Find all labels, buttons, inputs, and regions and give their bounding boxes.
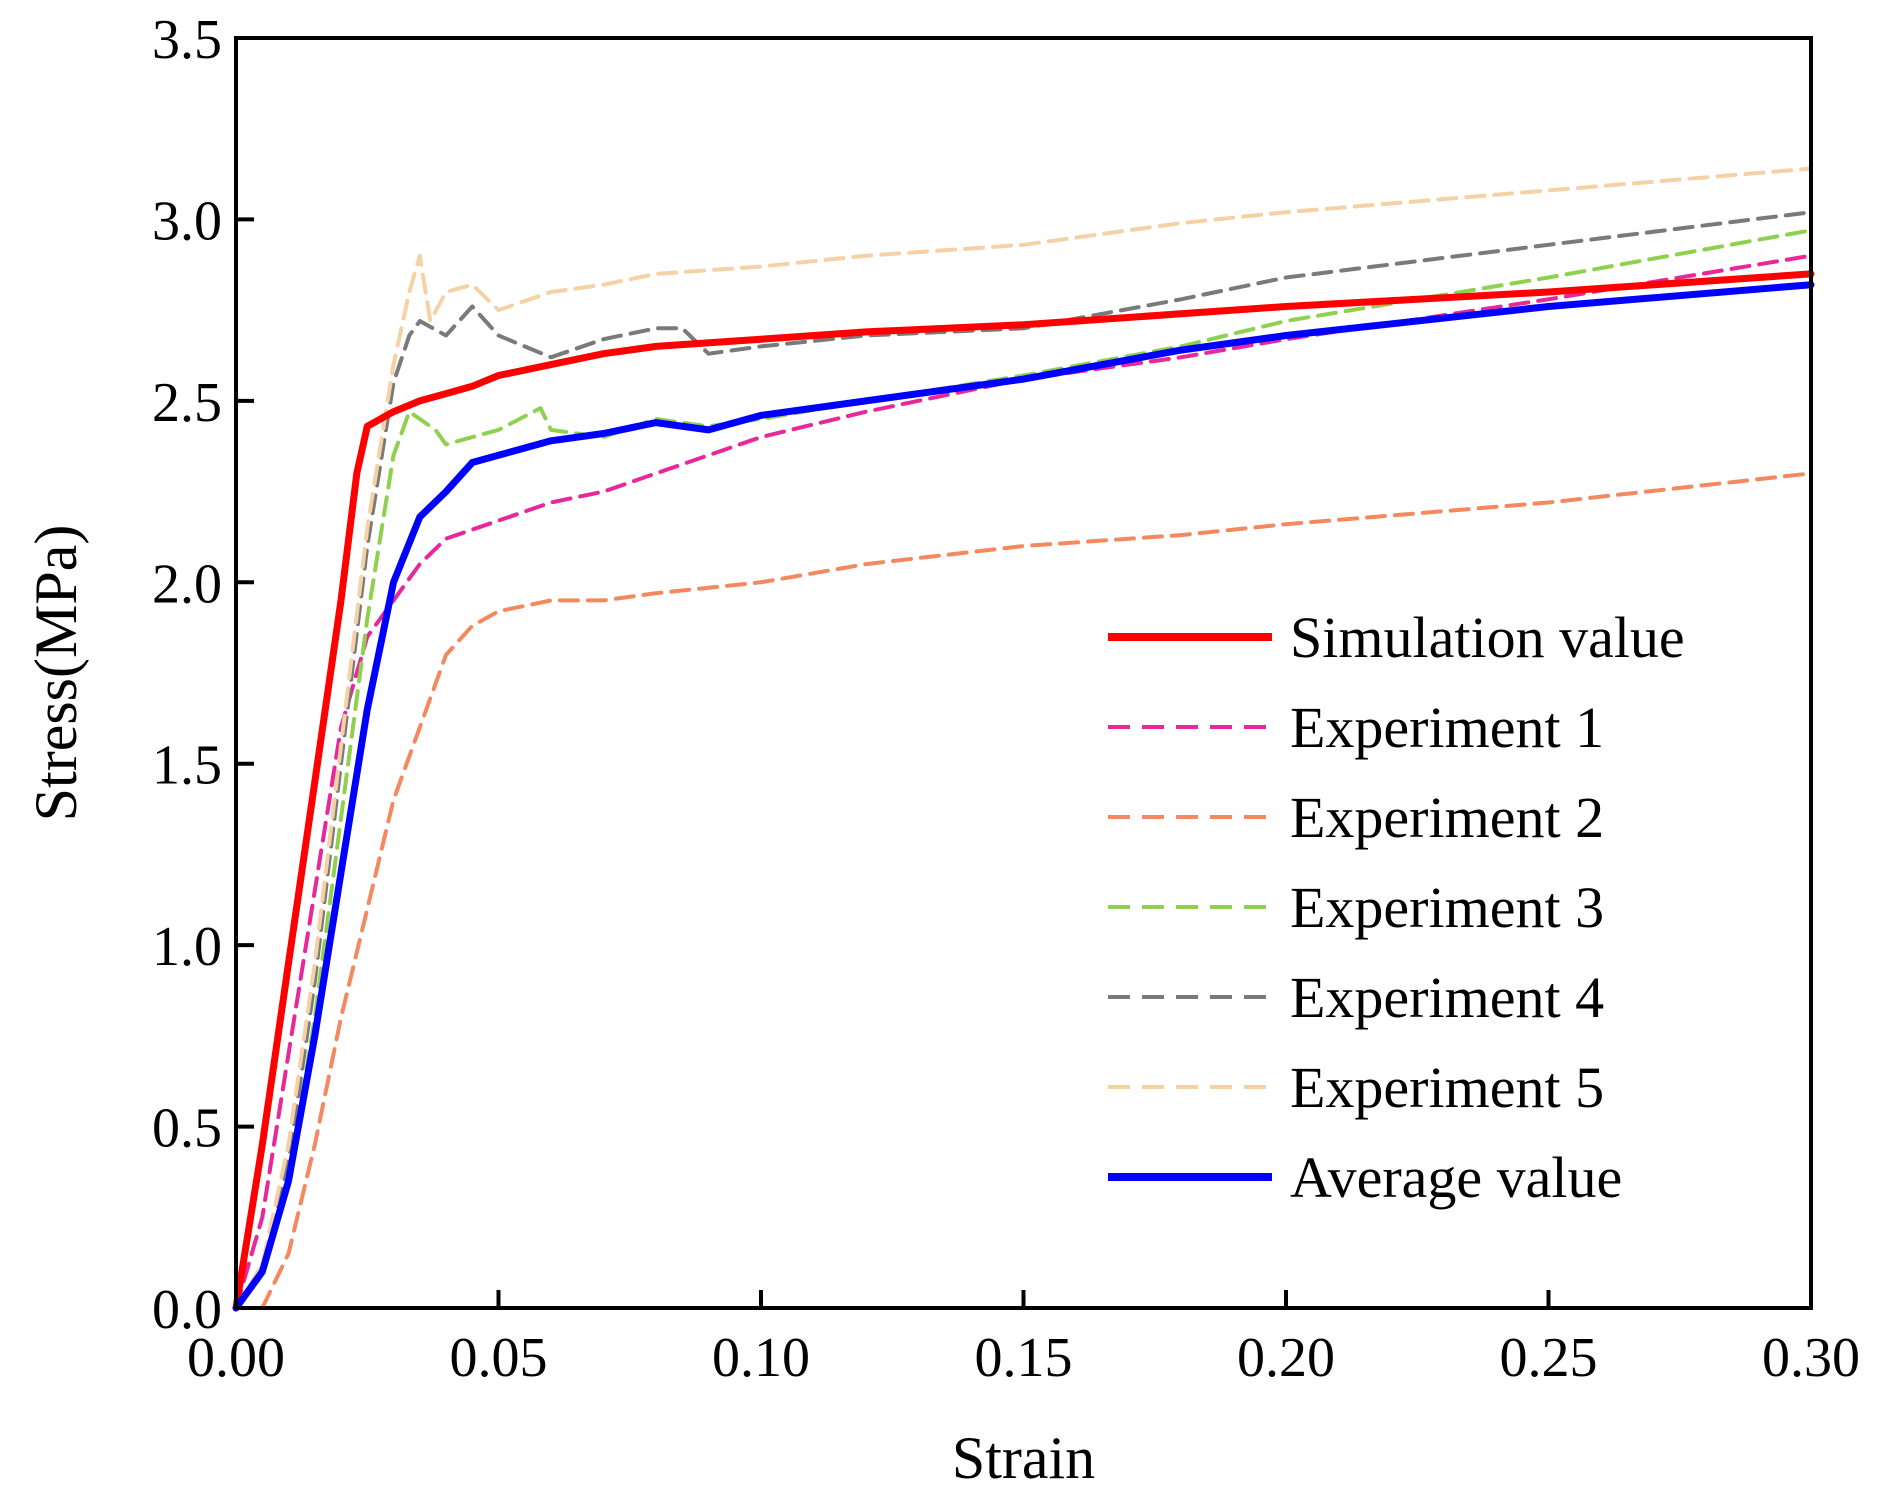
y-tick-label: 2.5: [152, 372, 222, 434]
x-tick-label: 0.00: [187, 1327, 285, 1389]
x-tick-label: 0.20: [1237, 1327, 1335, 1389]
x-axis-title: Strain: [952, 1425, 1095, 1491]
x-tick-label: 0.05: [450, 1327, 548, 1389]
y-tick-label: 0.5: [152, 1098, 222, 1160]
x-tick-label: 0.25: [1500, 1327, 1598, 1389]
y-tick-label: 3.0: [152, 190, 222, 252]
legend: Simulation value Experiment 1 Experiment 2…: [1108, 605, 1685, 1210]
series-line-experiment-1: [234, 253, 1813, 1310]
series-group: [232, 166, 1815, 1312]
legend-label: Experiment 1: [1290, 695, 1604, 760]
series-line-average-value: [232, 281, 1815, 1312]
y-tick-label: 0.0: [152, 1279, 222, 1341]
y-tick-label: 3.5: [152, 9, 222, 71]
legend-label: Simulation value: [1290, 605, 1685, 670]
x-tick-label: 0.30: [1762, 1327, 1860, 1389]
legend-label: Experiment 5: [1290, 1055, 1604, 1120]
y-tick-label: 1.0: [152, 916, 222, 978]
series-line-experiment-2: [260, 471, 1813, 1310]
series-line-experiment-3: [234, 228, 1813, 1310]
series-line-experiment-5: [234, 166, 1813, 1310]
legend-label: Experiment 4: [1290, 965, 1604, 1030]
series-line-simulation-value: [232, 270, 1815, 1312]
x-tick-label: 0.10: [712, 1327, 810, 1389]
legend-label: Experiment 3: [1290, 875, 1604, 940]
x-tick-label: 0.15: [975, 1327, 1073, 1389]
y-tick-label: 2.0: [152, 553, 222, 615]
y-axis-title: Stress(MPa): [23, 525, 89, 822]
axis-ticks: 0.00 0.05 0.10 0.15 0.20 0.25 0.30 0.0 0.5 1.0 1.5…: [152, 9, 1860, 1389]
legend-label: Experiment 2: [1290, 785, 1604, 850]
legend-label: Average value: [1290, 1145, 1622, 1210]
y-tick-label: 1.5: [152, 735, 222, 797]
